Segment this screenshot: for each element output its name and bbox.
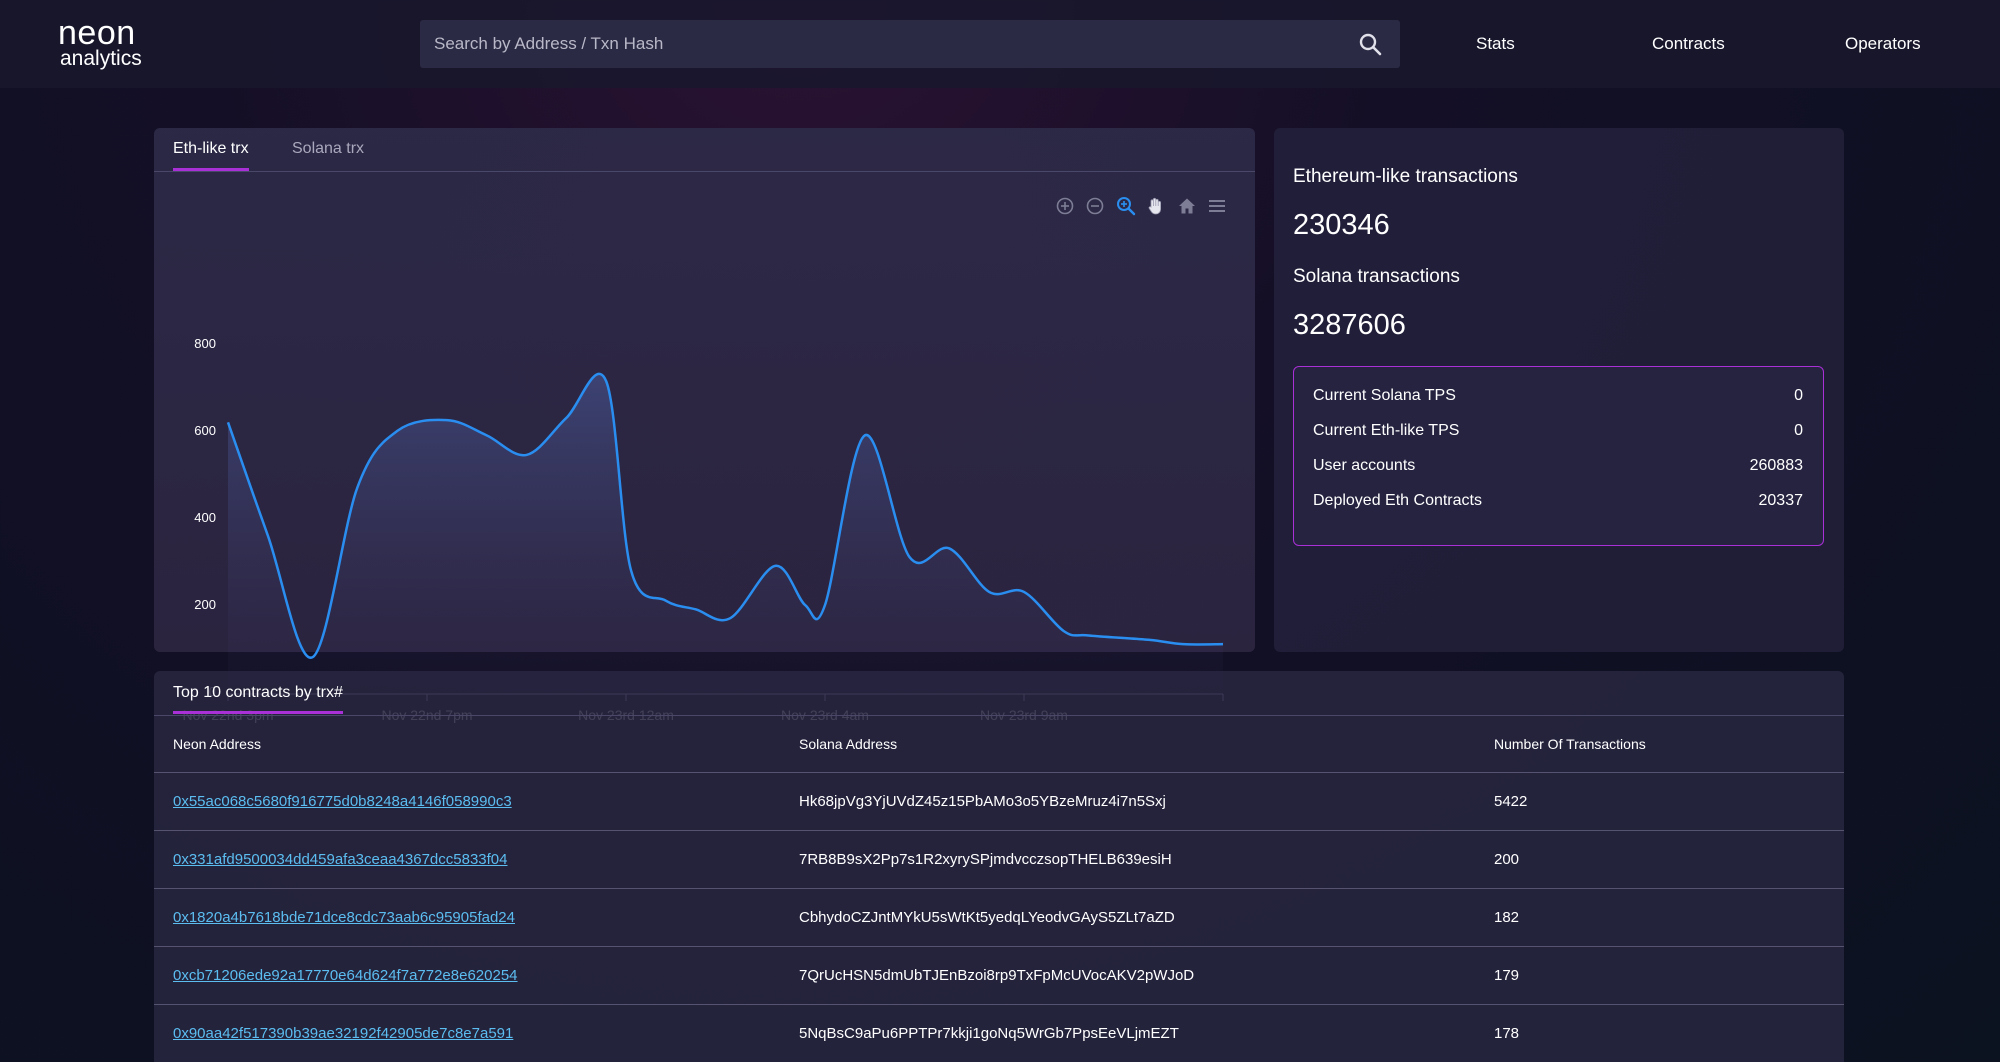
- series-area: [228, 373, 1223, 692]
- eth-tx-value: 230346: [1293, 209, 1390, 241]
- tps-row-label: Current Eth-like TPS: [1313, 422, 1460, 439]
- tps-row: Current Solana TPS 0: [1313, 387, 1803, 411]
- transactions-chart-card: Eth-like trx Solana trx 0200400600800Nov…: [154, 128, 1255, 723]
- column-header-solana-address: Solana Address: [799, 736, 898, 752]
- table-row: 0x55ac068c5680f916775d0b8248a4146f058990…: [154, 772, 1844, 830]
- tps-row: User accounts 260883: [1313, 457, 1803, 481]
- neon-address-link[interactable]: 0x55ac068c5680f916775d0b8248a4146f058990…: [173, 793, 512, 810]
- table-row: 0xcb71206ede92a17770e64d624f7a772e8e6202…: [154, 946, 1844, 1004]
- solana-address: Hk68jpVg3YjUVdZ45z15PbAMo3o5YBzeMruz4i7n…: [799, 793, 1166, 810]
- tps-row-label: User accounts: [1313, 457, 1416, 474]
- nav-operators[interactable]: Operators: [1845, 34, 1921, 53]
- nav-stats[interactable]: Stats: [1476, 34, 1515, 53]
- sol-tx-label: Solana transactions: [1293, 266, 1460, 287]
- solana-address: 7QrUcHSN5dmUbTJEnBzoi8rp9TxFpMcUVocAKV2p…: [799, 967, 1195, 984]
- tx-count: 200: [1494, 851, 1520, 868]
- search-bar: [420, 20, 1400, 68]
- y-tick-label: 800: [194, 336, 216, 351]
- logo-line1: neon: [58, 14, 136, 52]
- tps-row-label: Deployed Eth Contracts: [1313, 492, 1482, 509]
- zoom-out-icon[interactable]: [1085, 196, 1105, 221]
- sol-tx-value: 3287606: [1293, 309, 1406, 341]
- logo-line2: analytics: [60, 47, 142, 70]
- table-row: 0x331afd9500034dd459afa3ceaa4367dcc5833f…: [154, 830, 1844, 888]
- tps-row-label: Current Solana TPS: [1313, 387, 1456, 404]
- solana-address: CbhydoCZJntMYkU5sWtKt5yedqLYeodvGAyS5ZLt…: [799, 909, 1175, 926]
- tx-count: 179: [1494, 967, 1520, 984]
- neon-address-link[interactable]: 0xcb71206ede92a17770e64d624f7a772e8e6202…: [173, 967, 518, 984]
- neon-address-link[interactable]: 0x1820a4b7618bde71dce8cdc73aab6c95905fad…: [173, 909, 515, 926]
- tps-row-value: 0: [1794, 422, 1803, 439]
- tx-count: 5422: [1494, 793, 1528, 810]
- table-row: 0x90aa42f517390b39ae32192f42905de7c8e7a5…: [154, 1004, 1844, 1062]
- top-contracts-table-card: Top 10 contracts by trx# Neon Address So…: [154, 671, 1844, 1062]
- tps-summary-box: Current Solana TPS 0 Current Eth-like TP…: [1293, 366, 1824, 546]
- tab-eth-like-trx[interactable]: Eth-like trx: [173, 140, 249, 171]
- column-header-tx-count: Number Of Transactions: [1494, 736, 1646, 752]
- tps-row: Current Eth-like TPS 0: [1313, 422, 1803, 446]
- tx-count: 182: [1494, 909, 1520, 926]
- column-header-neon-address: Neon Address: [173, 736, 261, 752]
- tps-row: Deployed Eth Contracts 20337: [1313, 492, 1803, 516]
- home-reset-icon[interactable]: [1177, 196, 1197, 221]
- tab-solana-trx[interactable]: Solana trx: [292, 140, 365, 157]
- tps-row-value: 0: [1794, 387, 1803, 404]
- y-tick-label: 600: [194, 423, 216, 438]
- chart-toolbar: [1049, 196, 1227, 216]
- y-tick-label: 200: [194, 597, 216, 612]
- series-line: [226, 372, 1224, 659]
- divider: [154, 715, 1844, 716]
- tx-count: 178: [1494, 1025, 1520, 1042]
- table-row: 0x1820a4b7618bde71dce8cdc73aab6c95905fad…: [154, 888, 1844, 946]
- eth-tx-label: Ethereum-like transactions: [1293, 166, 1518, 187]
- neon-analytics-logo[interactable]: neon analytics: [58, 16, 142, 69]
- pan-hand-icon[interactable]: [1146, 196, 1166, 221]
- nav-contracts[interactable]: Contracts: [1652, 34, 1725, 53]
- search-input[interactable]: [420, 20, 1320, 68]
- solana-address: 5NqBsC9aPu6PPTPr7kkji1goNq5WrGb7PpsEeVLj…: [799, 1025, 1179, 1042]
- y-tick-label: 400: [194, 510, 216, 525]
- search-icon[interactable]: [1358, 32, 1382, 56]
- neon-address-link[interactable]: 0x90aa42f517390b39ae32192f42905de7c8e7a5…: [173, 1025, 514, 1042]
- tps-row-value: 20337: [1758, 492, 1804, 509]
- neon-address-link[interactable]: 0x331afd9500034dd459afa3ceaa4367dcc5833f…: [173, 851, 508, 868]
- top-header: neon analytics Stats Contracts Operators: [0, 0, 2000, 88]
- zoom-in-icon[interactable]: [1055, 196, 1075, 221]
- chart-tabs: Eth-like trx Solana trx: [154, 128, 1255, 172]
- solana-address: 7RB8B9sX2Pp7s1R2xyrySPjmdvcczsopTHELB639…: [799, 851, 1172, 868]
- stats-card: Ethereum-like transactions 230346 Solana…: [1274, 128, 1844, 652]
- tps-row-value: 260883: [1749, 457, 1803, 474]
- table-title-tab[interactable]: Top 10 contracts by trx#: [173, 684, 343, 714]
- menu-icon[interactable]: [1207, 196, 1227, 221]
- selection-zoom-icon[interactable]: [1116, 196, 1136, 221]
